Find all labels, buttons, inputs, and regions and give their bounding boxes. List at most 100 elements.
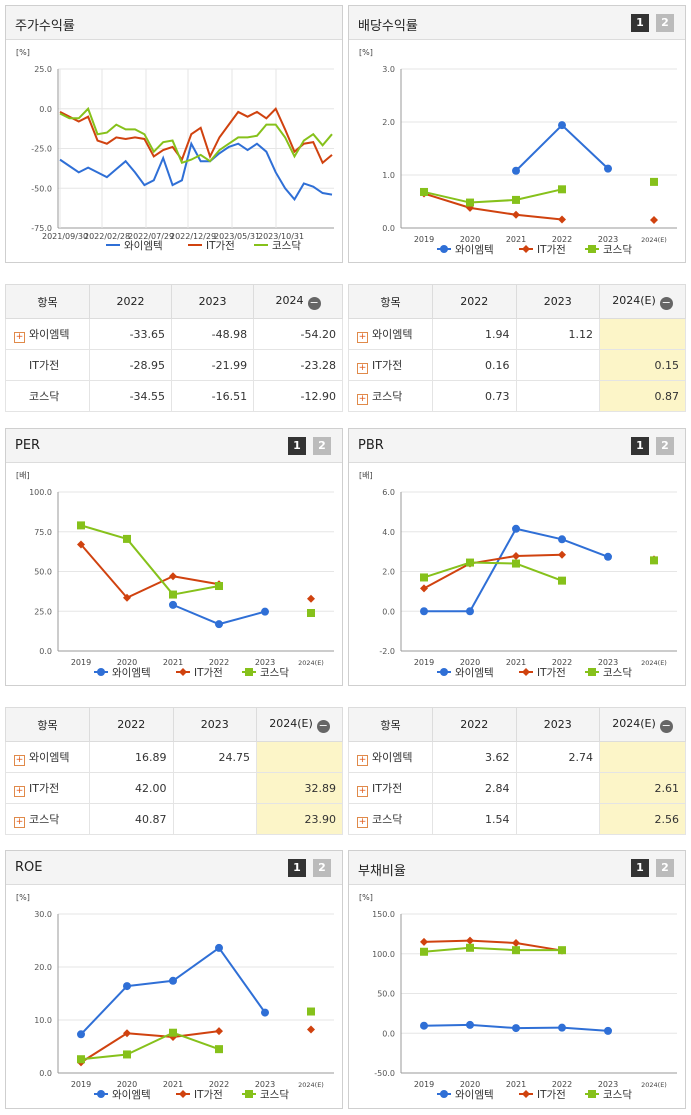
header-2023: 2023 [172, 707, 257, 742]
expand-icon[interactable]: + [14, 754, 25, 766]
cell: 42.00 [89, 772, 174, 804]
expand-icon[interactable]: + [14, 331, 25, 343]
x-tick-label: 2020 [117, 658, 137, 667]
x-tick-label: 2024(E) [298, 659, 324, 667]
series-point [650, 556, 658, 565]
panel-title: PER [15, 438, 41, 453]
page-1-button[interactable]: 1 [631, 14, 649, 32]
expand-icon[interactable]: + [357, 785, 368, 797]
panel-title: 부채비율 [358, 864, 406, 879]
series-line [423, 562, 471, 590]
row-name: IT가전 [372, 358, 403, 372]
x-tick-label: 2022 [552, 658, 572, 667]
page-2-button[interactable]: 2 [656, 437, 674, 455]
series-point [123, 1029, 131, 1038]
series-line [423, 1023, 471, 1027]
header-2024e: 2024(E) − [599, 707, 686, 742]
page-1-button[interactable]: 1 [631, 859, 649, 877]
x-tick-label: 2021 [506, 658, 526, 667]
page-1-button[interactable]: 1 [288, 437, 306, 455]
collapse-icon[interactable]: − [307, 295, 321, 310]
legend-label: 코스닥 [260, 667, 289, 679]
page-2-button[interactable]: 2 [656, 859, 674, 877]
series-point [558, 1023, 566, 1032]
series-point [307, 608, 315, 617]
expand-icon[interactable]: + [357, 362, 368, 374]
series-point [466, 936, 474, 945]
series-point [261, 1008, 269, 1017]
cell [515, 772, 600, 804]
row-name: 코스닥 [29, 812, 60, 826]
legend-label: 와이엠텍 [455, 667, 494, 679]
series-point [512, 551, 520, 560]
series-point [215, 943, 223, 952]
cell: 16.89 [89, 741, 174, 773]
dividend-yield-chart: [%] 3.0 2.0 1.0 0.0 2019 2020 2021 2022 2023 2024(… [359, 48, 677, 256]
series-point [77, 521, 85, 530]
cell: -33.65 [88, 318, 173, 350]
series-line [218, 610, 266, 626]
series-line [469, 946, 517, 952]
table-row: IT가전 -28.95 -21.99 -23.28 [5, 349, 343, 381]
panel-title: 주가수익률 [15, 19, 75, 34]
series-line [515, 562, 563, 582]
legend-point [179, 1090, 187, 1098]
y-tick-label: 75.0 [34, 528, 52, 537]
x-tick-label: 2024(E) [641, 659, 667, 667]
page-1-button[interactable]: 1 [288, 859, 306, 877]
header-2022: 2022 [88, 284, 173, 319]
cell [515, 803, 600, 835]
x-tick-label: 2022/02/28 [84, 232, 130, 241]
legend-label: IT가전 [206, 240, 235, 252]
cell: -34.55 [88, 380, 173, 412]
per-chart: [배] 100.0 75.0 50.0 25.0 0.0 2019 2020 2021 2022 2… [16, 471, 334, 679]
expand-icon[interactable]: + [357, 754, 368, 766]
page-2-button[interactable]: 2 [313, 859, 331, 877]
table-row: + 와이엠텍 16.89 24.75 [5, 741, 343, 773]
collapse-icon[interactable]: − [659, 718, 673, 733]
series-point [215, 1045, 223, 1054]
table-row: + IT가전 0.16 0.15 [348, 349, 686, 381]
legend-point [522, 1090, 530, 1098]
page-2-button[interactable]: 2 [313, 437, 331, 455]
x-tick-label: 2019 [414, 658, 434, 667]
x-tick-label: 2020 [117, 1080, 137, 1089]
expand-icon[interactable]: + [14, 816, 25, 828]
y-tick-label: 6.0 [382, 488, 395, 497]
y-tick-label: 0.0 [39, 105, 52, 114]
series-line [469, 198, 517, 204]
row-name: IT가전 [372, 781, 403, 795]
legend-point [179, 668, 187, 676]
series-point [215, 1027, 223, 1036]
page-1-button[interactable]: 1 [631, 437, 649, 455]
table-row: + 와이엠텍 3.62 2.74 [348, 741, 686, 773]
series-point [123, 534, 131, 543]
y-tick-label: 150.0 [372, 910, 395, 919]
x-tick-label: 2023 [598, 1080, 618, 1089]
legend-label: 코스닥 [272, 240, 301, 252]
series-line [172, 1031, 220, 1051]
legend-label: 코스닥 [603, 1089, 632, 1101]
series-point [261, 607, 269, 616]
page-2-button[interactable]: 2 [656, 14, 674, 32]
expand-icon[interactable]: + [14, 785, 25, 797]
series-line [172, 575, 220, 586]
collapse-icon[interactable]: − [659, 295, 673, 310]
pbr-table: 항목 2022 2023 2024(E) − + 와이엠텍 3.62 2.74 + IT가전 2.… [348, 707, 686, 835]
expand-icon[interactable]: + [357, 393, 368, 405]
expand-icon[interactable]: + [357, 331, 368, 343]
expand-icon[interactable]: + [357, 816, 368, 828]
cell: -21.99 [171, 349, 255, 381]
y-tick-label: 4.0 [382, 528, 395, 537]
x-tick-label: 2020 [460, 235, 480, 244]
legend-point [97, 668, 105, 676]
estimate-cell: 23.90 [256, 803, 343, 835]
series-point [604, 552, 612, 561]
collapse-icon[interactable]: − [316, 718, 330, 733]
